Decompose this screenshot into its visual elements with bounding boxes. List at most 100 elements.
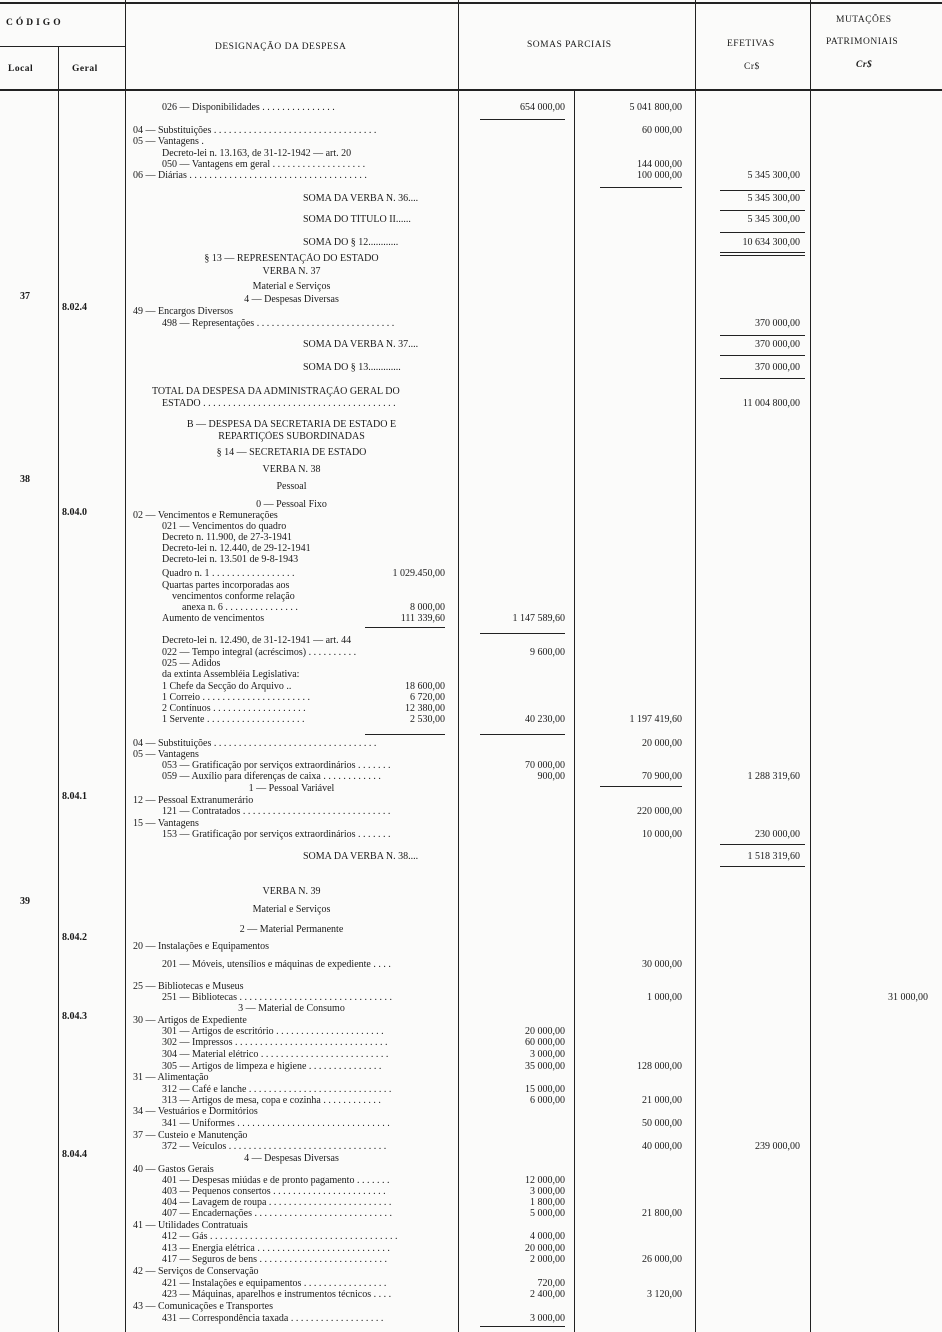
amount: 900,00 [537, 771, 566, 782]
row-heading: VERBA N. 39 [262, 886, 321, 897]
row-text: 43 — Comunicações e Transportes [133, 1301, 273, 1312]
inner-amount: 8 000,00 [410, 602, 445, 613]
sum-rule [720, 844, 805, 845]
row-heading: § 14 — SECRETARIA DE ESTADO [216, 447, 367, 458]
row-text: 2 Contínuos . . . . . . . . . . . . . . … [162, 703, 306, 714]
row-heading: VERBA N. 38 [262, 464, 321, 475]
inner-amount: 18 600,00 [405, 681, 445, 692]
amount: 5 041 800,00 [629, 102, 683, 113]
column-line [58, 46, 59, 1332]
row-heading: REPARTIÇÕES SUBORDINADAS [218, 431, 365, 442]
row-text: 403 — Pequenos consertos . . . . . . . .… [162, 1186, 386, 1197]
amount: 50 000,00 [642, 1118, 682, 1129]
row-text: 421 — Instalações e equipamentos . . . .… [162, 1278, 387, 1289]
local-code: 39 [20, 896, 30, 907]
row-text: 31 — Alimentação [133, 1072, 209, 1083]
amount: 21 000,00 [642, 1095, 682, 1106]
general-code: 8.04.3 [62, 1011, 87, 1022]
amount: 3 000,00 [530, 1186, 565, 1197]
amount: 5 345 300,00 [747, 170, 801, 181]
amount: 26 000,00 [642, 1254, 682, 1265]
header-code: CÓDIGO [6, 18, 64, 28]
sum-rule [480, 633, 565, 634]
row-text: 302 — Impressos . . . . . . . . . . . . … [162, 1037, 388, 1048]
sum-rule [480, 119, 565, 120]
amount: 3 120,00 [647, 1289, 682, 1300]
column-line [125, 0, 126, 1332]
amount: 70 900,00 [642, 771, 682, 782]
row-text: 025 — Adidos [162, 658, 221, 669]
row-text: 413 — Energia elétrica . . . . . . . . .… [162, 1243, 390, 1254]
sum-rule [600, 786, 682, 787]
row-text: 41 — Utilidades Contratuais [133, 1220, 248, 1231]
header-mutations: PATRIMONIAIS [826, 37, 899, 47]
row-text: SOMA DA VERBA N. 37.... [303, 339, 419, 350]
row-heading: 3 — Material de Consumo [238, 1003, 345, 1014]
amount: 1 518 319,60 [747, 851, 801, 862]
sum-rule [720, 866, 805, 867]
local-code: 37 [20, 291, 30, 302]
row-text: 49 — Encargos Diversos [133, 306, 234, 317]
amount: 100 000,00 [637, 170, 682, 181]
column-line [574, 91, 575, 1332]
row-text: 026 — Disponibilidades . . . . . . . . .… [162, 102, 335, 113]
amount: 60 000,00 [525, 1037, 565, 1048]
row-text: Decreto-lei n. 13.163, de 31-12-1942 — a… [162, 148, 352, 159]
row-text: 407 — Encadernações . . . . . . . . . . … [162, 1208, 392, 1219]
row-text: Decreto n. 11.900, de 27-3-1941 [162, 532, 292, 543]
column-line [810, 0, 811, 1332]
row-text: 301 — Artigos de escritório . . . . . . … [162, 1026, 384, 1037]
row-text: 401 — Despesas miúdas e de pronto pagame… [162, 1175, 390, 1186]
row-text: ESTADO . . . . . . . . . . . . . . . . .… [162, 398, 396, 409]
amount: 4 000,00 [530, 1231, 565, 1242]
amount: 2 400,00 [530, 1289, 565, 1300]
general-code: 8.04.0 [62, 507, 87, 518]
sum-rule [600, 187, 682, 188]
sum-rule [365, 734, 445, 735]
amount: 35 000,00 [525, 1061, 565, 1072]
top-rule [0, 2, 942, 4]
row-text: 25 — Bibliotecas e Museus [133, 981, 244, 992]
row-text: 304 — Material elétrico . . . . . . . . … [162, 1049, 389, 1060]
amount: 30 000,00 [642, 959, 682, 970]
row-text: Aumento de vencimentos [162, 613, 265, 624]
row-text: 30 — Artigos de Expediente [133, 1015, 247, 1026]
amount: 239 000,00 [755, 1141, 800, 1152]
row-text: SOMA DO TÍTULO II...... [303, 214, 411, 225]
row-heading: Material e Serviços [252, 904, 331, 915]
row-text: SOMA DA VERBA N. 36.... [303, 193, 419, 204]
header-geral: Geral [72, 64, 98, 74]
amount: 1 000,00 [647, 992, 682, 1003]
general-code: 8.04.1 [62, 791, 87, 802]
row-text: 15 — Vantagens [133, 818, 199, 829]
inner-amount: 2 530,00 [410, 714, 445, 725]
amount: 654 000,00 [520, 102, 565, 113]
row-heading: § 13 — REPRESENTAÇÃO DO ESTADO [204, 253, 379, 264]
row-text: 417 — Seguros de bens . . . . . . . . . … [162, 1254, 387, 1265]
header-mutations-unit: Cr$ [856, 60, 873, 70]
row-text: 312 — Café e lanche . . . . . . . . . . … [162, 1084, 392, 1095]
amount: 230 000,00 [755, 829, 800, 840]
amount: 2 000,00 [530, 1254, 565, 1265]
row-text: Decreto-lei n. 12.440, de 29-12-1941 [162, 543, 311, 554]
row-text: 05 — Vantagens [133, 749, 199, 760]
row-text: 050 — Vantagens em geral . . . . . . . .… [162, 159, 366, 170]
amount: 370 000,00 [755, 339, 800, 350]
header-designation: DESIGNAÇÃO DA DESPESA [215, 42, 347, 52]
row-text: 341 — Uniformes . . . . . . . . . . . . … [162, 1118, 390, 1129]
row-text: 02 — Vencimentos e Remunerações [133, 510, 278, 521]
inner-amount: 111 339,60 [400, 613, 445, 624]
header-rule [0, 89, 942, 91]
row-text: SOMA DA VERBA N. 38.... [303, 851, 419, 862]
column-line [458, 0, 459, 1332]
code-rule [0, 46, 125, 47]
amount: 128 000,00 [637, 1061, 682, 1072]
amount: 10 000,00 [642, 829, 682, 840]
amount: 31 000,00 [888, 992, 928, 1003]
row-text: 121 — Contratados . . . . . . . . . . . … [162, 806, 391, 817]
amount: 60 000,00 [642, 125, 682, 136]
row-text: vencimentos conforme relação [172, 591, 295, 602]
inner-amount: 1 029.450,00 [392, 568, 446, 579]
row-heading: Pessoal [276, 481, 307, 492]
